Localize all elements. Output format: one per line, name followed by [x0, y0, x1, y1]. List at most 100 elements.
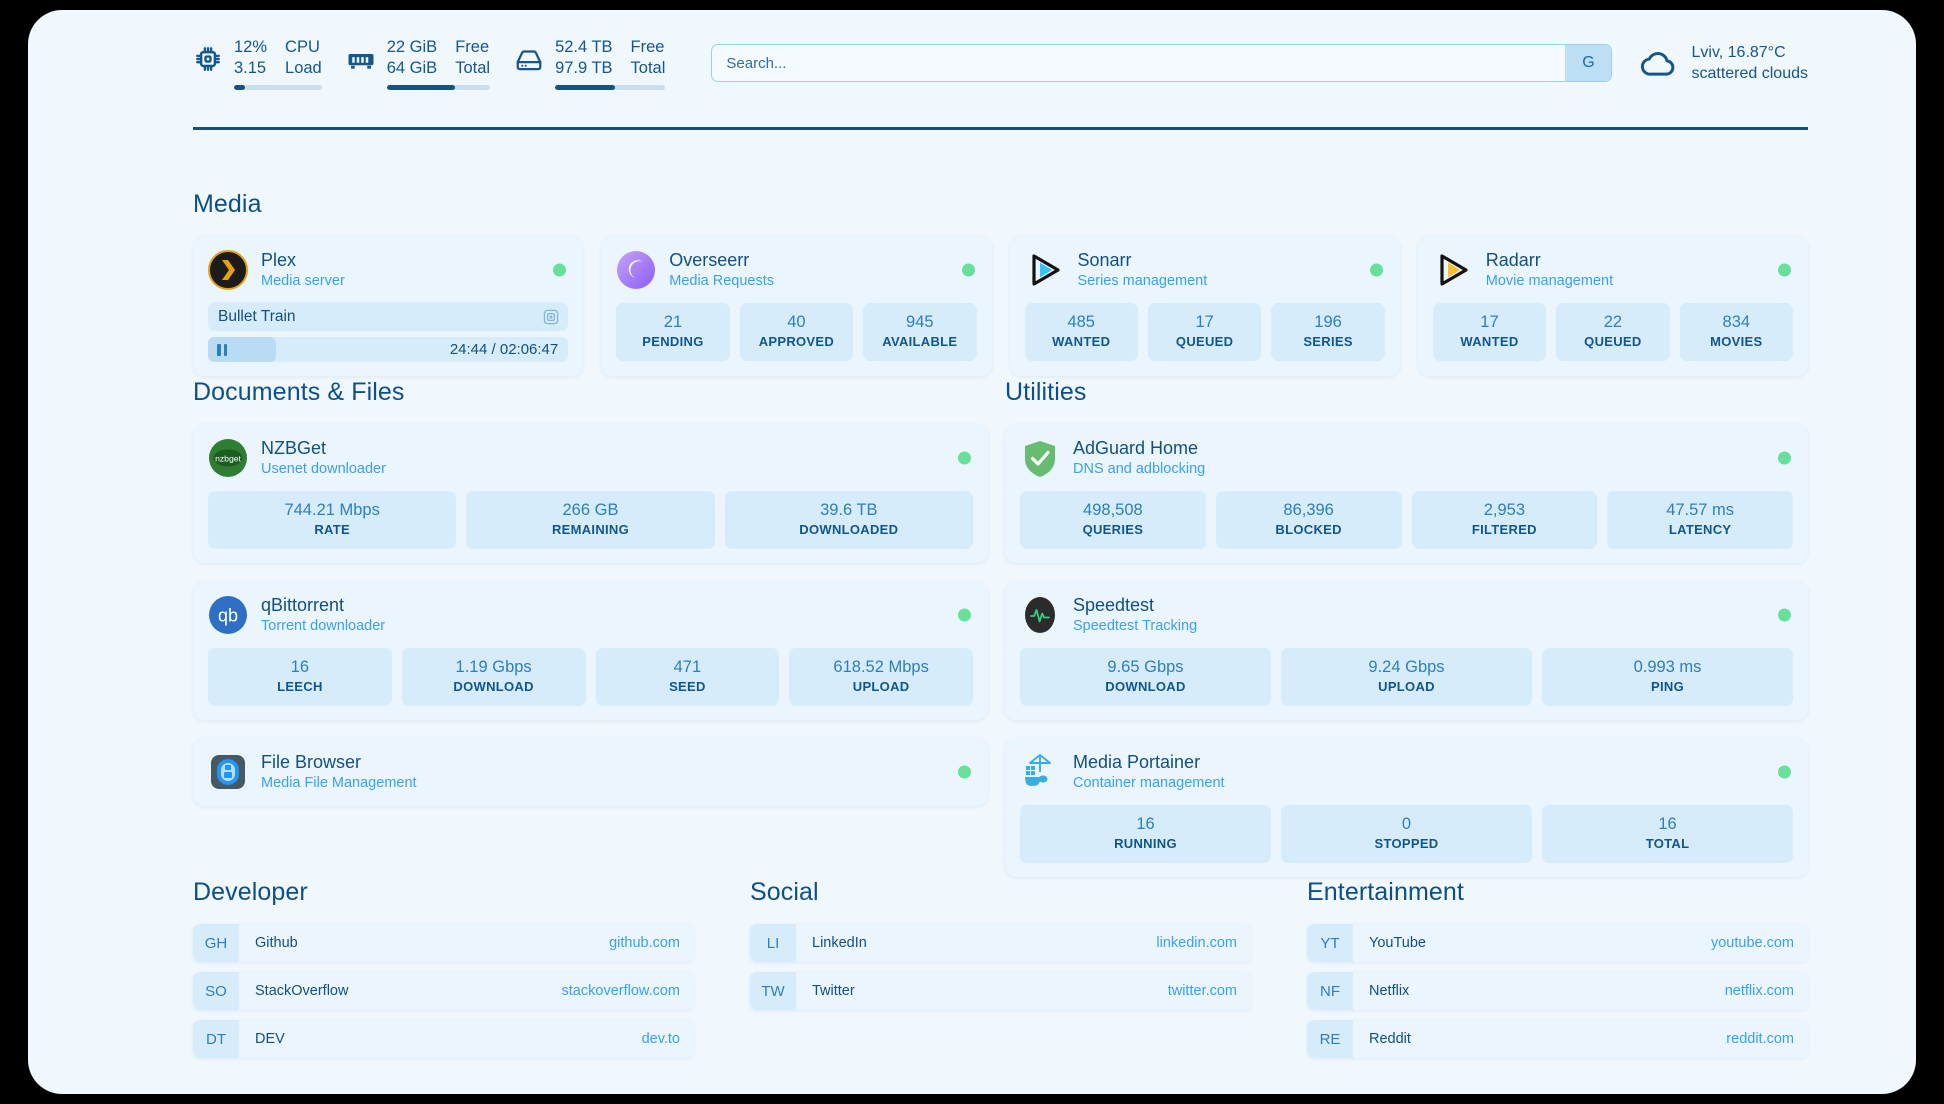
cloud-icon: [1640, 46, 1678, 80]
service-card-nzbget[interactable]: nzbget NZBGet Usenet downloader 744.21 M…: [193, 424, 988, 563]
stat-label: QUEUED: [1175, 334, 1234, 349]
cast-icon[interactable]: [543, 309, 559, 325]
bookmark-badge: RE: [1307, 1020, 1353, 1058]
bookmark-name: Github: [255, 935, 298, 951]
service-card-radarr[interactable]: Radarr Movie management 17 WANTED 22 QUE…: [1417, 236, 1808, 376]
stat-stopped: 0 STOPPED: [1281, 805, 1532, 863]
bookmark-github[interactable]: GH Github github.com: [193, 924, 694, 962]
cpu-usage-bar: [234, 84, 322, 90]
status-badge-portainer: [1778, 765, 1791, 779]
stat-label: DOWNLOAD: [1105, 679, 1186, 694]
stat-latency: 47.57 ms LATENCY: [1607, 491, 1793, 549]
stat-label: REMAINING: [551, 522, 630, 537]
stat-value: 86,396: [1283, 501, 1334, 519]
bookmark-url: github.com: [609, 935, 680, 951]
overseerr-logo: [616, 250, 656, 290]
stat-wanted: 485 WANTED: [1024, 303, 1138, 361]
bookmark-badge: NF: [1307, 972, 1353, 1010]
stat-value: 744.21 Mbps: [284, 501, 380, 519]
stat-label: DOWNLOADED: [799, 522, 899, 537]
stat-label: PING: [1651, 679, 1684, 694]
qbittorrent-name: qBittorrent: [261, 595, 345, 615]
stat-value: 17: [1195, 313, 1214, 331]
stat-label: LATENCY: [1668, 522, 1732, 537]
service-card-sonarr[interactable]: Sonarr Series management 485 WANTED 17 Q…: [1009, 236, 1400, 376]
speedtest-subtitle: Speedtest Tracking: [1073, 618, 1198, 634]
bookmark-url: youtube.com: [1710, 935, 1794, 951]
status-badge-adguard: [1778, 451, 1791, 465]
stat-value: 9.65 Gbps: [1107, 658, 1184, 676]
stat-total: 16 TOTAL: [1542, 805, 1793, 863]
cpu-icon: [193, 44, 223, 76]
stat-label: QUEUED: [1584, 334, 1642, 349]
stat-label: DOWNLOAD: [453, 679, 534, 694]
bookmark-group-developer: Developer GH Github github.com SO StackO…: [193, 878, 694, 1058]
documents-section: Documents & Files nzbget NZBGet Usenet d…: [193, 378, 988, 806]
cpu-value-2: 3.15: [234, 58, 267, 77]
bookmark-badge: GH: [193, 924, 239, 962]
stat-series: 196 SERIES: [1271, 303, 1385, 361]
filebrowser-subtitle: Media File Management: [261, 775, 417, 791]
search-bar: G: [711, 44, 1613, 82]
weather-widget: Lviv, 16.87°C scattered clouds: [1640, 42, 1808, 84]
nzbget-name: NZBGet: [261, 438, 327, 458]
disk-label-1: Free: [630, 37, 665, 56]
bookmarks-section: Developer GH Github github.com SO StackO…: [193, 878, 1808, 1058]
stat-blocked: 86,396 BLOCKED: [1215, 491, 1402, 549]
stat-ping: 0.993 ms PING: [1542, 648, 1793, 706]
stat-approved: 40 APPROVED: [739, 303, 854, 361]
resource-disk: 52.4 TB 97.9 TB Free Total: [514, 37, 666, 90]
stat-label: UPLOAD: [852, 679, 910, 694]
search-input[interactable]: [712, 45, 1566, 81]
pause-icon[interactable]: [217, 343, 227, 356]
service-card-portainer[interactable]: Media Portainer Container management 16 …: [1005, 738, 1808, 877]
cpu-label-1: CPU: [285, 37, 320, 56]
adguard-subtitle: DNS and adblocking: [1073, 461, 1206, 477]
bookmark-linkedin[interactable]: LI LinkedIn linkedin.com: [750, 924, 1251, 962]
bookmark-youtube[interactable]: YT YouTube youtube.com: [1307, 924, 1808, 962]
portainer-logo: [1020, 752, 1060, 792]
stat-downloaded: 39.6 TB DOWNLOADED: [724, 491, 973, 549]
bookmark-stackoverflow[interactable]: SO StackOverflow stackoverflow.com: [193, 972, 694, 1010]
stat-label: APPROVED: [758, 334, 835, 349]
service-card-overseerr[interactable]: Overseerr Media Requests 21 PENDING 40 A…: [601, 236, 992, 376]
status-badge-filebrowser: [958, 765, 971, 779]
bookmark-group-title: Developer: [193, 878, 308, 906]
plex-progress-bar[interactable]: 24:44 / 02:06:47: [208, 337, 569, 362]
disk-usage-bar: [555, 84, 666, 90]
service-card-qbittorrent[interactable]: qb qBittorrent Torrent downloader 16 LEE…: [193, 581, 988, 720]
search-submit-button[interactable]: G: [1565, 45, 1612, 81]
bookmark-reddit[interactable]: RE Reddit reddit.com: [1307, 1020, 1808, 1058]
utilities-section-title: Utilities: [1005, 378, 1087, 406]
documents-section-title: Documents & Files: [193, 378, 405, 406]
sonarr-name: Sonarr: [1077, 250, 1132, 270]
speedtest-name: Speedtest: [1073, 595, 1155, 615]
stat-label: WANTED: [1052, 334, 1111, 349]
service-card-adguard[interactable]: AdGuard Home DNS and adblocking 498,508 …: [1005, 424, 1808, 563]
plex-media-title: Bullet Train: [218, 307, 296, 325]
overseerr-name: Overseerr: [669, 250, 750, 270]
bookmark-url: dev.to: [641, 1031, 680, 1047]
service-card-speedtest[interactable]: Speedtest Speedtest Tracking 9.65 Gbps D…: [1005, 581, 1808, 720]
service-card-file-browser[interactable]: File Browser Media File Management: [193, 738, 988, 806]
stat-label: RUNNING: [1114, 836, 1177, 851]
stat-value: 1.19 Gbps: [455, 658, 532, 676]
utilities-section: Utilities AdGuard Home DNS and adblockin…: [1005, 378, 1808, 877]
bookmark-netflix[interactable]: NF Netflix netflix.com: [1307, 972, 1808, 1010]
plex-logo: [208, 250, 248, 290]
stat-remaining: 266 GB REMAINING: [466, 491, 715, 549]
service-card-plex[interactable]: Plex Media server Bullet Train: [193, 236, 584, 376]
stat-value: 16: [1136, 815, 1155, 833]
memory-label-1: Free: [455, 37, 490, 56]
bookmark-dev[interactable]: DT DEV dev.to: [193, 1020, 694, 1058]
stat-value: 40: [787, 313, 806, 331]
plex-time-display: 24:44 / 02:06:47: [449, 341, 559, 358]
adguard-name: AdGuard Home: [1073, 438, 1199, 458]
bookmark-twitter[interactable]: TW Twitter twitter.com: [750, 972, 1251, 1010]
status-badge-speedtest: [1778, 608, 1791, 622]
stat-label: PENDING: [642, 334, 704, 349]
memory-label-2: Total: [455, 58, 491, 77]
qbittorrent-logo: qb: [208, 595, 248, 635]
stat-upload: 9.24 Gbps UPLOAD: [1281, 648, 1532, 706]
stat-value: 834: [1722, 313, 1751, 331]
